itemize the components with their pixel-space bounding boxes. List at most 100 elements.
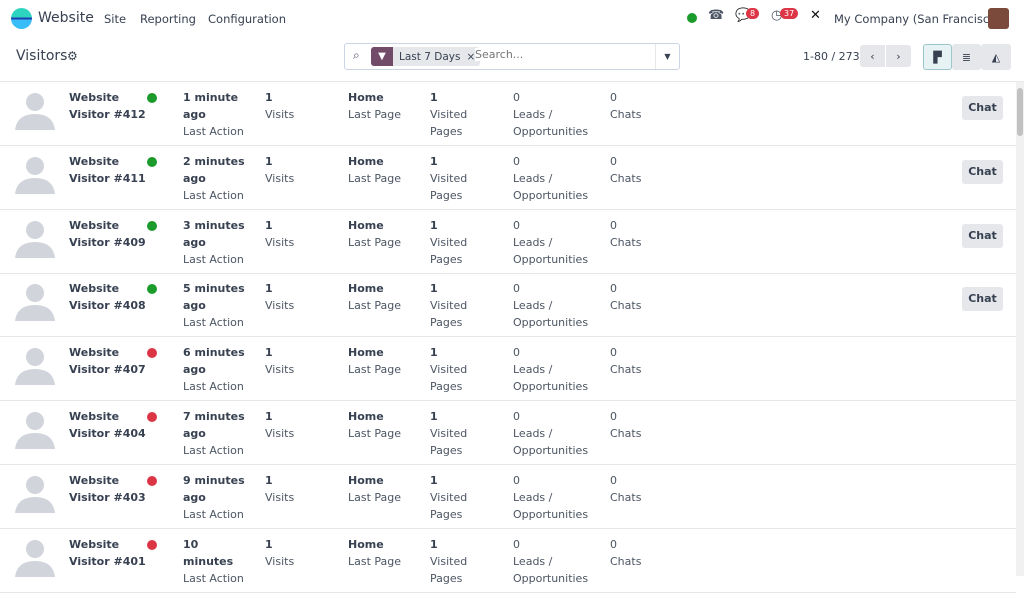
visitor-card[interactable]: Website Visitor #411 2 minutes ago Last Acti… (0, 146, 1016, 210)
label: Pages (430, 252, 463, 266)
visitor-card[interactable]: Website Visitor #403 9 minutes ago Last Acti… (0, 465, 1016, 529)
label: Pages (430, 125, 463, 138)
chat-button[interactable]: Chat (962, 287, 1003, 312)
last-action-time: 2 minutes (183, 154, 245, 168)
menu-site[interactable]: Site (104, 12, 127, 26)
scrollbar[interactable] (1016, 82, 1024, 576)
label: Chats (610, 427, 642, 440)
company-switcher[interactable]: My Company (San Francisco) (834, 12, 1001, 26)
label: Leads / (513, 363, 553, 377)
visited-pages-count: 1 (430, 282, 438, 296)
label: Last Page (348, 363, 402, 377)
phone-icon[interactable]: ☎ (708, 8, 725, 23)
visitor-card[interactable]: Website Visitor #408 5 minutes ago Last Acti… (0, 273, 1016, 338)
label: Last Action (183, 316, 244, 330)
user-avatar[interactable] (988, 8, 1009, 29)
activities-badge: 37 (780, 8, 799, 19)
last-action-time: 3 minutes (183, 218, 245, 232)
visitor-card[interactable]: Website Visitor #401 10 minutes Last Action 1… (0, 529, 1016, 593)
scrollbar-thumb[interactable] (1017, 88, 1023, 136)
search-input[interactable] (475, 48, 655, 61)
last-action-time: ago (183, 235, 206, 249)
visitor-name: Visitor #403 (69, 490, 146, 504)
label: Opportunities (513, 188, 589, 202)
last-page: Home (348, 473, 384, 487)
label: Last Action (183, 125, 244, 138)
last-action-time: 9 minutes (183, 473, 245, 487)
visitor-name: Website (69, 282, 120, 296)
top-navbar: Website Site Reporting Configuration ☎ 💬… (0, 0, 1024, 36)
label: Chats (610, 235, 642, 249)
visited-pages-count: 1 (430, 91, 438, 104)
label: Last Page (348, 427, 402, 440)
label: Last Page (348, 235, 402, 249)
visitor-card[interactable]: Website Visitor #407 6 minutes ago Last Acti… (0, 337, 1016, 402)
visitor-name: Website (69, 154, 120, 168)
activities-clock-icon[interactable]: ◷ (771, 8, 783, 23)
last-action-time: ago (183, 108, 206, 121)
visitor-name: Visitor #408 (69, 299, 146, 313)
label: Opportunities (513, 125, 589, 138)
avatar-placeholder-icon (15, 412, 55, 449)
visits-count: 1 (265, 346, 273, 360)
label: Visited (430, 554, 468, 568)
visitor-name: Website (69, 91, 120, 104)
remove-facet-icon[interactable]: × (466, 50, 476, 63)
label: Chats (610, 554, 642, 568)
graph-view-button[interactable]: ◭ (981, 44, 1011, 70)
online-status-icon (147, 412, 157, 422)
pager-next-button[interactable]: › (886, 45, 911, 67)
visitor-card[interactable]: Website Visitor #404 7 minutes ago Last Acti… (0, 401, 1016, 465)
chats-count: 0 (610, 537, 617, 551)
last-page: Home (348, 154, 384, 168)
chat-button[interactable]: Chat (962, 223, 1003, 248)
last-action-time: ago (183, 490, 206, 504)
visits-count: 1 (265, 410, 273, 423)
chat-button[interactable]: Chat (962, 159, 1003, 184)
avatar-placeholder-icon (15, 284, 55, 322)
label: Visits (265, 490, 295, 504)
menu-reporting[interactable]: Reporting (140, 12, 196, 26)
visited-pages-count: 1 (430, 473, 438, 487)
app-name[interactable]: Website (38, 10, 94, 26)
page-title: Visitors (16, 48, 68, 64)
kanban-view-button[interactable]: ▛ (923, 44, 952, 70)
visited-pages-count: 1 (430, 346, 438, 360)
search-bar[interactable]: ⌕ ▼ Last 7 Days × ▼ (344, 43, 680, 70)
menu-configuration[interactable]: Configuration (208, 12, 286, 26)
label: Last Action (183, 188, 244, 202)
chat-button[interactable]: Chat (962, 96, 1003, 120)
search-options-toggle[interactable]: ▼ (655, 44, 679, 69)
debug-tools-icon[interactable]: ✕ (810, 8, 821, 23)
visitor-name: Visitor #407 (69, 363, 146, 377)
gear-icon[interactable]: ⚙ (67, 49, 78, 63)
visitor-name: Visitor #411 (69, 171, 146, 185)
label: Last Page (348, 554, 402, 568)
visits-count: 1 (265, 154, 273, 168)
filter-facet: ▼ Last 7 Days × (371, 47, 481, 66)
presence-status-icon[interactable] (687, 13, 697, 23)
label: Opportunities (513, 316, 589, 330)
label: Last Action (183, 444, 244, 457)
label: Visits (265, 363, 295, 377)
label: Last Page (348, 490, 402, 504)
chats-count: 0 (610, 218, 617, 232)
label: Last Page (348, 108, 402, 121)
last-action-time: ago (183, 299, 206, 313)
pager-previous-button[interactable]: ‹ (860, 45, 885, 67)
avatar-placeholder-icon (15, 539, 55, 577)
website-logo-icon[interactable] (11, 8, 32, 29)
visitor-card[interactable]: Website Visitor #409 3 minutes ago Last Acti… (0, 210, 1016, 274)
label: Leads / (513, 235, 553, 249)
last-page: Home (348, 346, 384, 360)
visited-pages-count: 1 (430, 537, 438, 551)
messages-badge: 8 (746, 8, 760, 19)
visitor-name: Visitor #404 (69, 427, 146, 440)
pager-value[interactable]: 1-80 / 273 (803, 50, 860, 63)
last-page: Home (348, 91, 384, 104)
visits-count: 1 (265, 282, 273, 296)
visitor-card[interactable]: Website Visitor #412 1 minute ago Last Actio… (0, 82, 1016, 146)
list-view-button[interactable]: ≣ (952, 44, 981, 70)
label: Leads / (513, 427, 553, 440)
visitor-name: Website (69, 346, 120, 360)
